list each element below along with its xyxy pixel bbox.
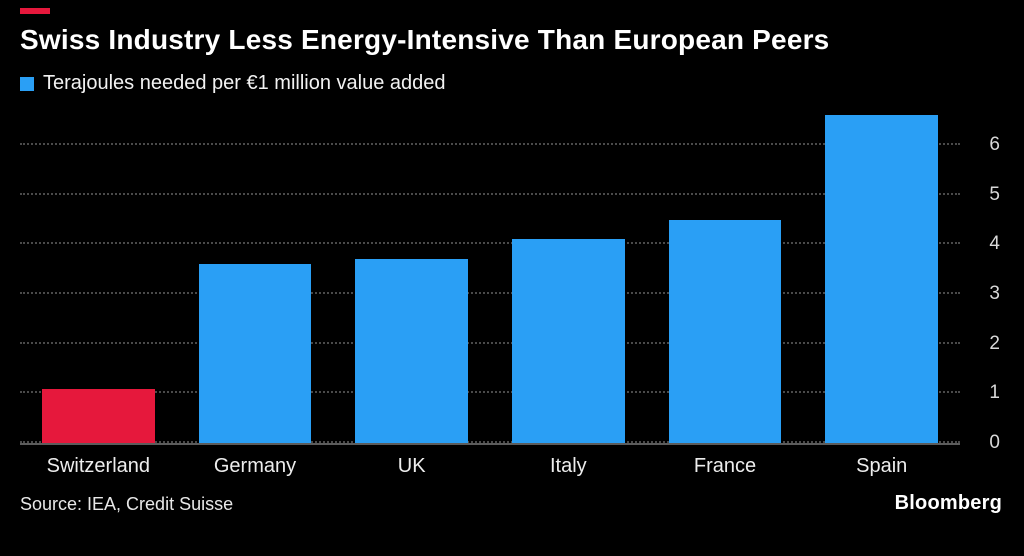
legend-label: Terajoules needed per €1 million value a… bbox=[43, 72, 446, 95]
gridline-2 bbox=[20, 341, 960, 344]
bar-column-italy bbox=[490, 105, 647, 444]
y-tick-label-0: 0 bbox=[989, 432, 1000, 454]
gridline-0 bbox=[20, 441, 960, 444]
bloomberg-logo: Bloomberg bbox=[894, 492, 1002, 515]
y-tick-label-1: 1 bbox=[989, 382, 1000, 404]
chart-title: Swiss Industry Less Energy-Intensive Tha… bbox=[20, 24, 830, 55]
accent-mark bbox=[20, 8, 50, 14]
y-axis: 0 1 2 3 4 5 6 bbox=[960, 105, 1004, 453]
bar-column-switzerland bbox=[20, 105, 177, 444]
bar-germany bbox=[198, 264, 312, 444]
gridline-6 bbox=[20, 142, 960, 145]
bar-column-spain bbox=[803, 105, 960, 444]
gridline-4 bbox=[20, 242, 960, 245]
footer: Source: IEA, Credit Suisse Bloomberg bbox=[20, 492, 1004, 515]
y-tick-label-3: 3 bbox=[989, 283, 1000, 305]
bar-switzerland bbox=[41, 388, 155, 444]
gridline-1 bbox=[20, 391, 960, 394]
legend: Terajoules needed per €1 million value a… bbox=[20, 72, 1004, 95]
bar-spain bbox=[825, 115, 939, 444]
y-tick-label-5: 5 bbox=[989, 183, 1000, 205]
bar-column-germany bbox=[177, 105, 334, 444]
gridline-3 bbox=[20, 292, 960, 295]
x-label-germany: Germany bbox=[213, 455, 297, 478]
x-label-france: France bbox=[693, 455, 757, 478]
x-label-uk: UK bbox=[397, 455, 426, 478]
plot-row: 0 1 2 3 4 5 6 bbox=[20, 105, 1004, 453]
bar-italy bbox=[511, 239, 625, 444]
gridline-5 bbox=[20, 192, 960, 195]
bar-column-france bbox=[647, 105, 804, 444]
legend-swatch-icon bbox=[20, 76, 34, 91]
x-label-spain: Spain bbox=[856, 455, 908, 478]
bar-uk bbox=[355, 259, 469, 444]
bars-group bbox=[20, 105, 960, 444]
bar-column-uk bbox=[333, 105, 490, 444]
bar-france bbox=[668, 219, 782, 444]
x-axis-labels: Switzerland Germany UK Italy France Spain bbox=[20, 445, 960, 478]
y-tick-label-2: 2 bbox=[989, 332, 1000, 354]
x-label-italy: Italy bbox=[550, 455, 587, 478]
y-tick-label-4: 4 bbox=[989, 233, 1000, 255]
source-note: Source: IEA, Credit Suisse bbox=[20, 494, 234, 515]
y-tick-label-6: 6 bbox=[989, 133, 1000, 155]
x-label-switzerland: Switzerland bbox=[46, 455, 151, 478]
plot-area bbox=[20, 105, 960, 446]
